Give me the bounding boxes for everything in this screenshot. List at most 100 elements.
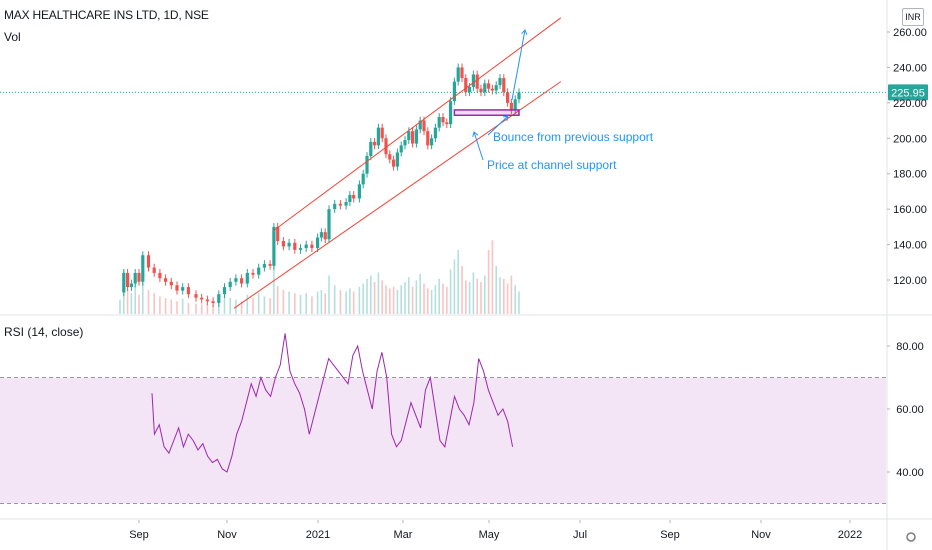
volume-bar (269, 298, 271, 314)
candle-body (211, 301, 215, 304)
volume-label[interactable]: Vol (4, 30, 21, 44)
candle-body (316, 237, 320, 249)
candle-body (287, 242, 291, 247)
candle-body (323, 232, 327, 240)
annotation-channel-support[interactable]: Price at channel support (487, 158, 617, 172)
candle-body (129, 283, 133, 288)
candle-body (133, 272, 137, 284)
price-tick-label: 180.00 (893, 169, 927, 181)
candle-body (122, 272, 126, 293)
bounce-arrow-line[interactable] (487, 115, 509, 136)
channel-upper-line[interactable] (273, 17, 562, 231)
volume-bar (438, 278, 440, 314)
volume-bar (442, 283, 444, 314)
volume-bar (345, 291, 347, 314)
candle-body (126, 272, 130, 288)
volume-bar (434, 285, 437, 314)
volume-bar (461, 266, 463, 314)
candle-body (344, 202, 348, 206)
candle-body (502, 78, 506, 93)
candle-body (304, 244, 308, 249)
candle-body (240, 278, 244, 284)
price-tick-label: 220.00 (893, 98, 927, 110)
time-tick-label: Nov (751, 529, 771, 541)
volume-bar (385, 285, 387, 314)
volume-bar (389, 288, 391, 314)
volume-bar (373, 282, 376, 314)
volume-bar (170, 299, 173, 314)
volume-bar (138, 294, 140, 314)
volume-bar (294, 293, 296, 314)
rsi-line[interactable] (151, 333, 514, 473)
candle-body (399, 145, 403, 153)
candle-body (437, 117, 441, 128)
candle-body (426, 131, 430, 146)
candle-body (487, 83, 491, 89)
candle-body (445, 122, 449, 125)
candle-body (475, 74, 479, 89)
volume-bar (257, 293, 260, 314)
candle-body (333, 203, 337, 210)
symbol-title[interactable]: MAX HEALTHCARE INS LTD, 1D, NSE (4, 8, 209, 22)
candle-body (506, 92, 510, 103)
candle-body (513, 99, 517, 110)
channel-lower-line[interactable] (233, 81, 562, 309)
settings-gear-icon[interactable] (906, 532, 916, 542)
bounce-arrow-head (502, 115, 509, 121)
time-tick-label: May (479, 529, 500, 541)
candle-body (452, 81, 456, 102)
candle-body (298, 248, 303, 250)
time-tick-label: Jul (573, 529, 587, 541)
volume-bar (181, 298, 184, 314)
candle-body (392, 159, 396, 167)
candle-body (407, 131, 411, 141)
candle-body (245, 272, 249, 284)
candle-body (373, 141, 377, 146)
candle-body (251, 272, 255, 275)
candle-body (464, 78, 468, 93)
projection-arrow-line[interactable] (511, 29, 526, 101)
channel-arrow-head (472, 131, 479, 137)
volume-bar (449, 269, 452, 314)
candle-body (217, 294, 221, 304)
currency-badge[interactable]: INR (902, 8, 924, 26)
candle-body (272, 226, 276, 266)
candle-body (479, 88, 483, 93)
rsi-label[interactable]: RSI (14, close) (4, 325, 84, 339)
volume-bar (484, 275, 486, 314)
volume-bar (446, 286, 448, 314)
last-price-badge (888, 84, 928, 101)
channel-arrow-line[interactable] (473, 131, 484, 161)
volume-bar (457, 250, 459, 314)
price-tick-label: 240.00 (893, 62, 927, 74)
volume-bar (159, 296, 161, 314)
volume-bar (396, 290, 399, 314)
volume-bar (164, 298, 167, 314)
price-tick-label: 260.00 (893, 27, 927, 39)
rsi-tick-label: 80.00 (896, 341, 924, 353)
volume-bar (366, 278, 368, 314)
candle-body (357, 184, 361, 199)
volume-bar (476, 278, 478, 314)
candle-body (200, 297, 204, 300)
candle-body (338, 203, 342, 206)
volume-bar (510, 275, 513, 314)
volume-bar (468, 282, 471, 314)
volume-bar (408, 277, 410, 314)
volume-bar (206, 304, 209, 314)
volume-bar (349, 288, 351, 314)
candle-body (228, 281, 232, 288)
support-zone-box[interactable] (453, 109, 520, 117)
candle-body (376, 127, 380, 146)
price-tick-label: 200.00 (893, 133, 927, 145)
candle-body (365, 156, 369, 174)
volume-bar (276, 286, 279, 314)
volume-bar (316, 291, 319, 314)
volume-bar (415, 280, 418, 314)
volume-bar (352, 291, 355, 314)
volume-bar (126, 290, 129, 314)
annotation-bounce[interactable]: Bounce from previous support (493, 130, 654, 144)
volume-bar (252, 298, 254, 314)
volume-bar (305, 293, 307, 314)
